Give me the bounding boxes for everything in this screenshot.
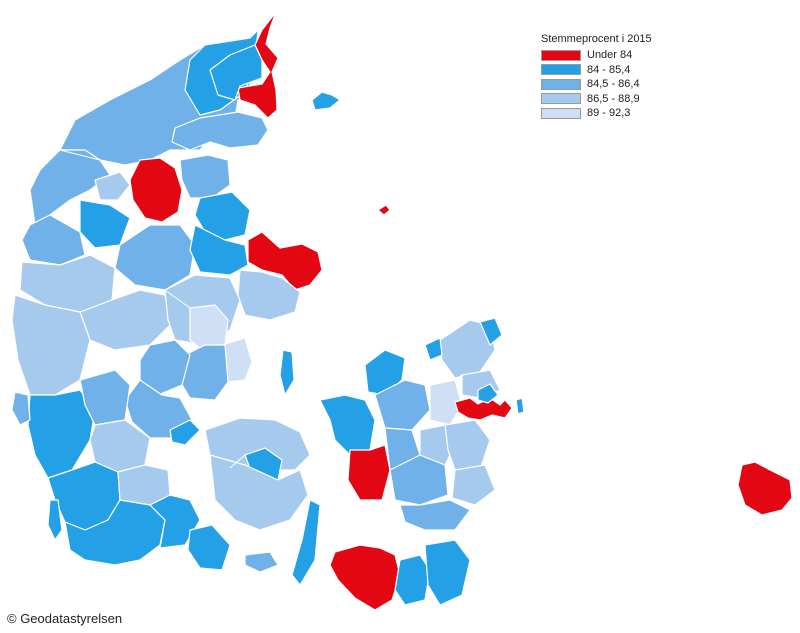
municipal-borders (59, 149, 463, 469)
region-morsø (94, 171, 131, 201)
region-slagelse (347, 444, 391, 501)
legend-label: 84 - 85,4 (587, 63, 631, 76)
region-ikast-brande (139, 339, 191, 396)
legend-item: 89 - 92,3 (541, 106, 681, 121)
region-aalborg (171, 111, 269, 151)
region-syddjurs (237, 269, 301, 321)
region-helsingor (479, 317, 503, 346)
region-rebild (179, 154, 231, 199)
copyright-credit: © Geodatastyrelsen (7, 611, 123, 626)
legend-swatch (541, 107, 581, 119)
region-koge (444, 419, 491, 471)
legend-swatch (541, 64, 581, 76)
region-guldborgsund (394, 554, 431, 606)
region-romo (47, 499, 63, 541)
legend-label: Under 84 (587, 49, 633, 62)
legend-swatch (541, 93, 581, 105)
region-ringkobing (11, 294, 91, 396)
region-stevns (451, 464, 496, 506)
region-hillerod (439, 319, 496, 379)
region-roskilde (429, 379, 463, 426)
region-thy (29, 149, 111, 226)
region-norddjurs (247, 231, 323, 291)
region-vordingborg (399, 499, 471, 531)
legend-swatch (541, 78, 581, 90)
region-randers (189, 224, 249, 276)
region-viborg (114, 224, 196, 291)
region-fredericia (169, 419, 201, 446)
region-vesthimmerland (129, 157, 183, 223)
region-lemvig (21, 214, 86, 266)
region-mariagerfjord (194, 191, 251, 241)
region-lolland (329, 544, 401, 611)
region-hjorring (209, 44, 263, 101)
region-sonderborg (187, 524, 231, 571)
region-halsnaes (424, 337, 443, 361)
region-odsherred (364, 349, 406, 396)
region-amager (515, 397, 525, 415)
legend-item: Under 84 (541, 48, 681, 63)
region-skive (79, 199, 131, 249)
region-kalundborg (319, 394, 376, 456)
region-fanoe (11, 391, 31, 426)
region-anholt (377, 204, 391, 216)
region-falster (424, 539, 471, 606)
legend-item: 86,5 - 88,9 (541, 92, 681, 107)
legend-label: 86,5 - 88,9 (587, 92, 640, 105)
region-laeso (311, 91, 341, 111)
legend-item: 84 - 85,4 (541, 63, 681, 78)
region-aero (244, 551, 279, 573)
region-bornholm (737, 461, 793, 516)
legend-item: 84,5 - 86,4 (541, 77, 681, 92)
legend-title: Stemmeprocent i 2015 (541, 33, 652, 45)
legend-label: 84,5 - 86,4 (587, 78, 640, 91)
region-samso (279, 349, 295, 396)
legend-label: 89 - 92,3 (587, 107, 631, 120)
region-copenhagen (454, 397, 513, 421)
map-legend: Stemmeprocent i 2015 Under 84 84 - 85,4 … (541, 33, 681, 121)
region-varde (27, 389, 96, 479)
region-fyn-south (209, 454, 309, 531)
region-ballerup (477, 383, 499, 404)
region-langeland (291, 499, 321, 586)
legend-swatch (541, 49, 581, 61)
